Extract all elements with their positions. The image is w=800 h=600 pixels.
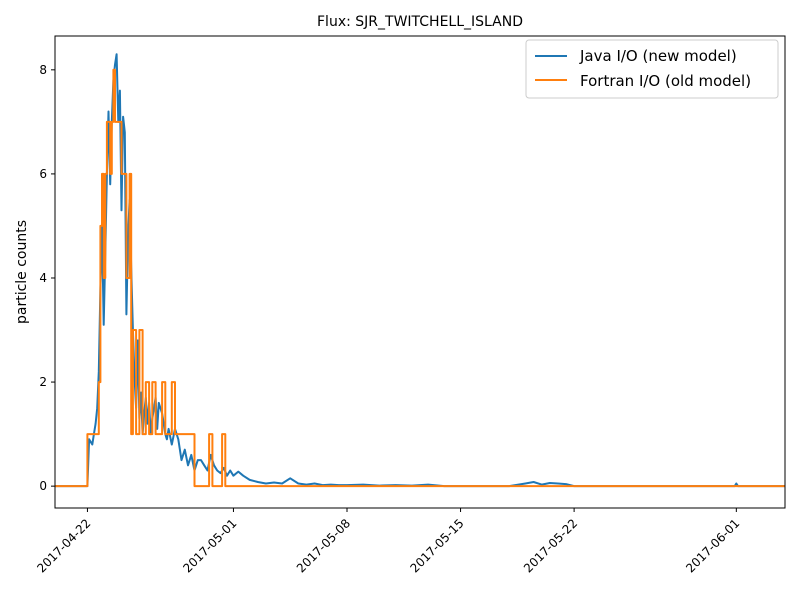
legend-label-fortran: Fortran I/O (old model) <box>580 72 751 90</box>
y-tick-label: 4 <box>39 271 47 285</box>
legend-frame <box>525 39 779 99</box>
x-tick-label: 2017-05-15 <box>407 516 466 575</box>
y-tick-label: 2 <box>39 375 47 389</box>
legend: Java I/O (new model) Fortran I/O (old mo… <box>525 39 779 99</box>
y-tick-label: 6 <box>39 167 47 181</box>
legend-label-java: Java I/O (new model) <box>579 47 737 65</box>
plot-area-frame <box>54 35 786 509</box>
x-tick-label: 2017-05-01 <box>180 516 239 575</box>
series-line-fortran <box>55 68 785 488</box>
x-tick-label: 2017-05-08 <box>294 516 353 575</box>
x-axis: 2017-04-22 2017-05-01 2017-05-08 2017-05-15… <box>34 508 742 575</box>
series-layer <box>55 53 785 488</box>
y-tick-label: 8 <box>39 63 47 77</box>
y-axis: 0 2 4 6 8 <box>39 63 55 493</box>
x-tick-label: 2017-06-01 <box>683 516 742 575</box>
chart-title: Flux: SJR_TWITCHELL_ISLAND <box>317 14 523 30</box>
y-axis-label: particle counts <box>14 220 30 324</box>
x-tick-label: 2017-05-22 <box>521 516 580 575</box>
x-tick-label: 2017-04-22 <box>34 516 93 575</box>
y-tick-label: 0 <box>39 479 47 493</box>
